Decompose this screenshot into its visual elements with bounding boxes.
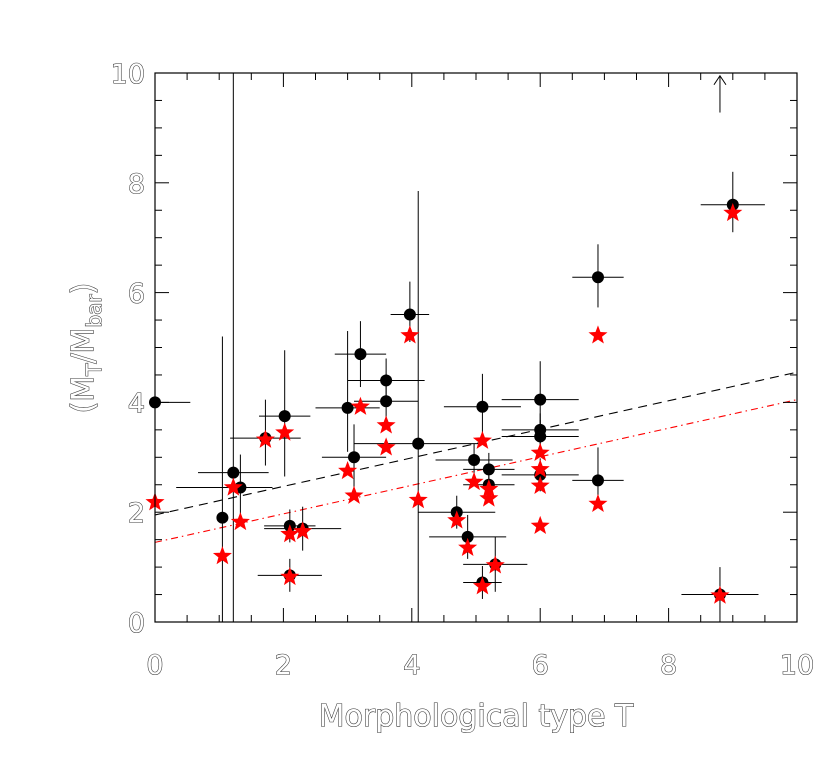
y-tick-label: 0 bbox=[128, 608, 145, 639]
error-bars bbox=[155, 73, 765, 622]
y-axis-title: (MT/Mbar) bbox=[66, 283, 106, 414]
black-point bbox=[216, 511, 229, 524]
y-tick-labels: 0 2 4 6 8 10 bbox=[110, 58, 145, 639]
red-star-point bbox=[530, 459, 550, 478]
y-title-close: ) bbox=[66, 283, 101, 295]
y-title-open: (M bbox=[66, 376, 101, 414]
red-star-point bbox=[723, 203, 743, 222]
red-star-point bbox=[530, 515, 550, 535]
x-tick-label: 8 bbox=[660, 650, 677, 681]
red-star-point bbox=[710, 585, 730, 604]
red-star-point bbox=[479, 479, 499, 498]
red-star-point bbox=[376, 415, 396, 434]
black-point bbox=[403, 308, 416, 321]
x-tick-label: 6 bbox=[532, 650, 549, 681]
y-tick-label: 6 bbox=[128, 279, 145, 310]
black-point bbox=[278, 410, 291, 423]
y-tick-label: 2 bbox=[128, 498, 145, 529]
red-star-point bbox=[212, 546, 232, 565]
red-star-point bbox=[588, 325, 608, 344]
red-fit-line bbox=[154, 399, 798, 543]
red-star-point bbox=[472, 576, 492, 595]
red-star-point bbox=[230, 512, 250, 531]
black-point bbox=[591, 271, 604, 284]
black-point bbox=[348, 451, 361, 464]
black-point bbox=[468, 454, 481, 467]
black-point bbox=[591, 474, 604, 487]
arrow-head bbox=[713, 74, 727, 86]
red-star-point bbox=[376, 437, 396, 456]
y-title-mid: /M bbox=[66, 328, 101, 364]
y-tick-label: 8 bbox=[128, 169, 145, 200]
black-point bbox=[534, 393, 547, 406]
red-star-point bbox=[280, 566, 300, 586]
black-point bbox=[482, 463, 495, 476]
y-title-sub1: T bbox=[82, 363, 106, 377]
black-point bbox=[380, 374, 393, 387]
x-tick-label: 10 bbox=[780, 650, 814, 681]
red-star-point bbox=[447, 510, 467, 529]
red-star-point bbox=[400, 325, 420, 344]
red-star-point bbox=[344, 485, 364, 504]
red-star-point bbox=[530, 442, 550, 461]
fit-lines bbox=[154, 371, 798, 543]
black-point bbox=[412, 437, 425, 450]
black-point bbox=[534, 430, 547, 443]
y-tick-label: 4 bbox=[128, 388, 145, 419]
red-star-point bbox=[464, 472, 484, 491]
red-star-point bbox=[223, 477, 243, 496]
red-star-point bbox=[280, 524, 300, 543]
red-star-point bbox=[472, 430, 492, 449]
red-points bbox=[145, 203, 743, 604]
red-star-point bbox=[293, 521, 313, 540]
black-point bbox=[380, 395, 393, 408]
black-points bbox=[149, 198, 739, 601]
red-star-point bbox=[338, 461, 358, 480]
red-star-point bbox=[275, 422, 295, 441]
axes-frame bbox=[154, 72, 798, 623]
black-point bbox=[354, 348, 367, 361]
red-star-point bbox=[408, 490, 428, 509]
y-title-sub2: bar bbox=[82, 294, 106, 328]
x-tick-label: 2 bbox=[275, 650, 292, 681]
red-star-point bbox=[458, 537, 478, 556]
black-point bbox=[227, 466, 240, 479]
plot-frame bbox=[154, 72, 798, 623]
red-star-point bbox=[485, 555, 505, 574]
y-tick-label: 10 bbox=[111, 59, 145, 90]
red-star-point bbox=[530, 475, 550, 494]
red-star-point bbox=[479, 488, 499, 507]
upper-limit-arrow bbox=[713, 74, 727, 113]
red-star-point bbox=[588, 493, 608, 513]
black-fit-line bbox=[154, 371, 798, 516]
black-point bbox=[461, 530, 474, 543]
black-point bbox=[341, 401, 354, 414]
x-tick-label: 0 bbox=[146, 650, 163, 681]
x-axis-title: Morphological type T bbox=[319, 699, 634, 734]
x-tick-labels: 0 2 4 6 8 10 bbox=[146, 649, 815, 681]
red-star-point bbox=[350, 396, 370, 415]
black-point bbox=[476, 400, 489, 413]
red-star-point bbox=[255, 429, 275, 448]
x-tick-label: 4 bbox=[403, 650, 420, 681]
